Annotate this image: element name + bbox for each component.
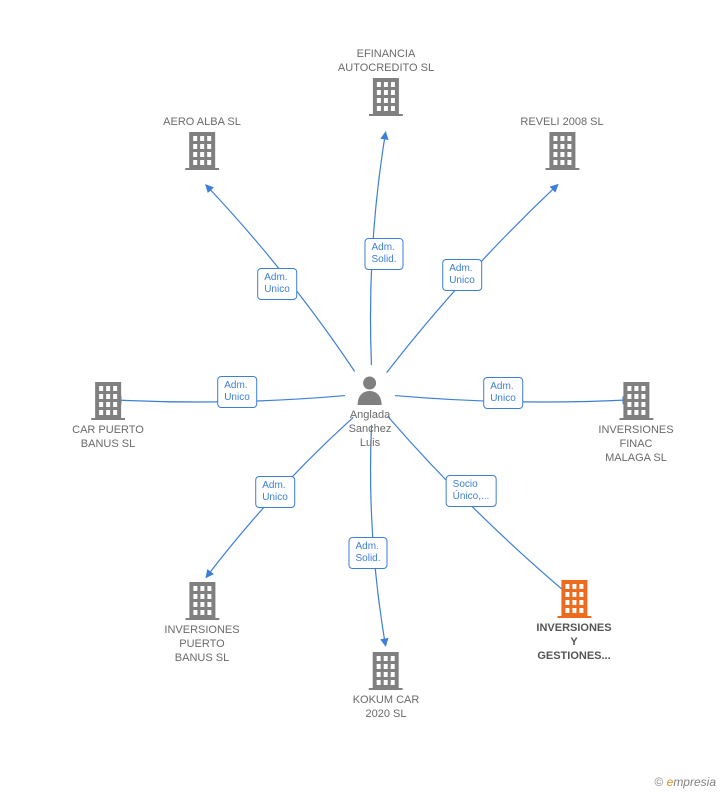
company-label: REVELI 2008 SL [520, 116, 603, 130]
company-node-inv_puerto[interactable]: INVERSIONES PUERTO BANUS SL [164, 580, 239, 665]
edge-label-inv_puerto: Adm. Unico [255, 476, 295, 508]
center-label: Anglada Sanchez Luis [349, 409, 392, 450]
center-person-node[interactable]: Anglada Sanchez Luis [349, 375, 392, 450]
building-icon [185, 130, 219, 170]
copyright-symbol: © [654, 775, 663, 789]
building-icon [91, 380, 125, 420]
edge-label-efinancia: Adm. Solid. [364, 238, 403, 270]
edge-label-car_puerto: Adm. Unico [217, 376, 257, 408]
company-node-reveli[interactable]: REVELI 2008 SL [520, 112, 603, 170]
edge-label-reveli: Adm. Unico [442, 259, 482, 291]
company-label: CAR PUERTO BANUS SL [72, 424, 144, 452]
edge-label-aero_alba: Adm. Unico [257, 268, 297, 300]
company-node-inv_gest[interactable]: INVERSIONES Y GESTIONES... [536, 578, 611, 663]
company-label: INVERSIONES FINAC MALAGA SL [598, 424, 673, 465]
building-icon [369, 650, 403, 690]
brand-rest: mpresia [673, 775, 716, 789]
company-label: INVERSIONES Y GESTIONES... [536, 622, 611, 663]
company-node-inv_finac[interactable]: INVERSIONES FINAC MALAGA SL [598, 380, 673, 465]
company-label: EFINANCIA AUTOCREDITO SL [338, 48, 434, 76]
building-icon [619, 380, 653, 420]
edge-label-kokum: Adm. Solid. [348, 537, 387, 569]
edge-kokum [371, 425, 386, 646]
company-node-aero_alba[interactable]: AERO ALBA SL [163, 112, 241, 170]
edge-label-inv_finac: Adm. Unico [483, 377, 523, 409]
company-label: AERO ALBA SL [163, 116, 241, 130]
company-label: KOKUM CAR 2020 SL [353, 694, 420, 722]
edge-label-inv_gest: Socio Único,... [446, 475, 497, 507]
building-icon [557, 578, 591, 618]
building-icon [185, 580, 219, 620]
building-icon [545, 130, 579, 170]
company-node-kokum[interactable]: KOKUM CAR 2020 SL [353, 650, 420, 722]
company-node-efinancia[interactable]: EFINANCIA AUTOCREDITO SL [338, 44, 434, 116]
building-icon [369, 76, 403, 116]
company-label: INVERSIONES PUERTO BANUS SL [164, 624, 239, 665]
company-node-car_puerto[interactable]: CAR PUERTO BANUS SL [72, 380, 144, 452]
footer-credit: © empresia [654, 775, 716, 789]
person-icon [356, 375, 384, 405]
